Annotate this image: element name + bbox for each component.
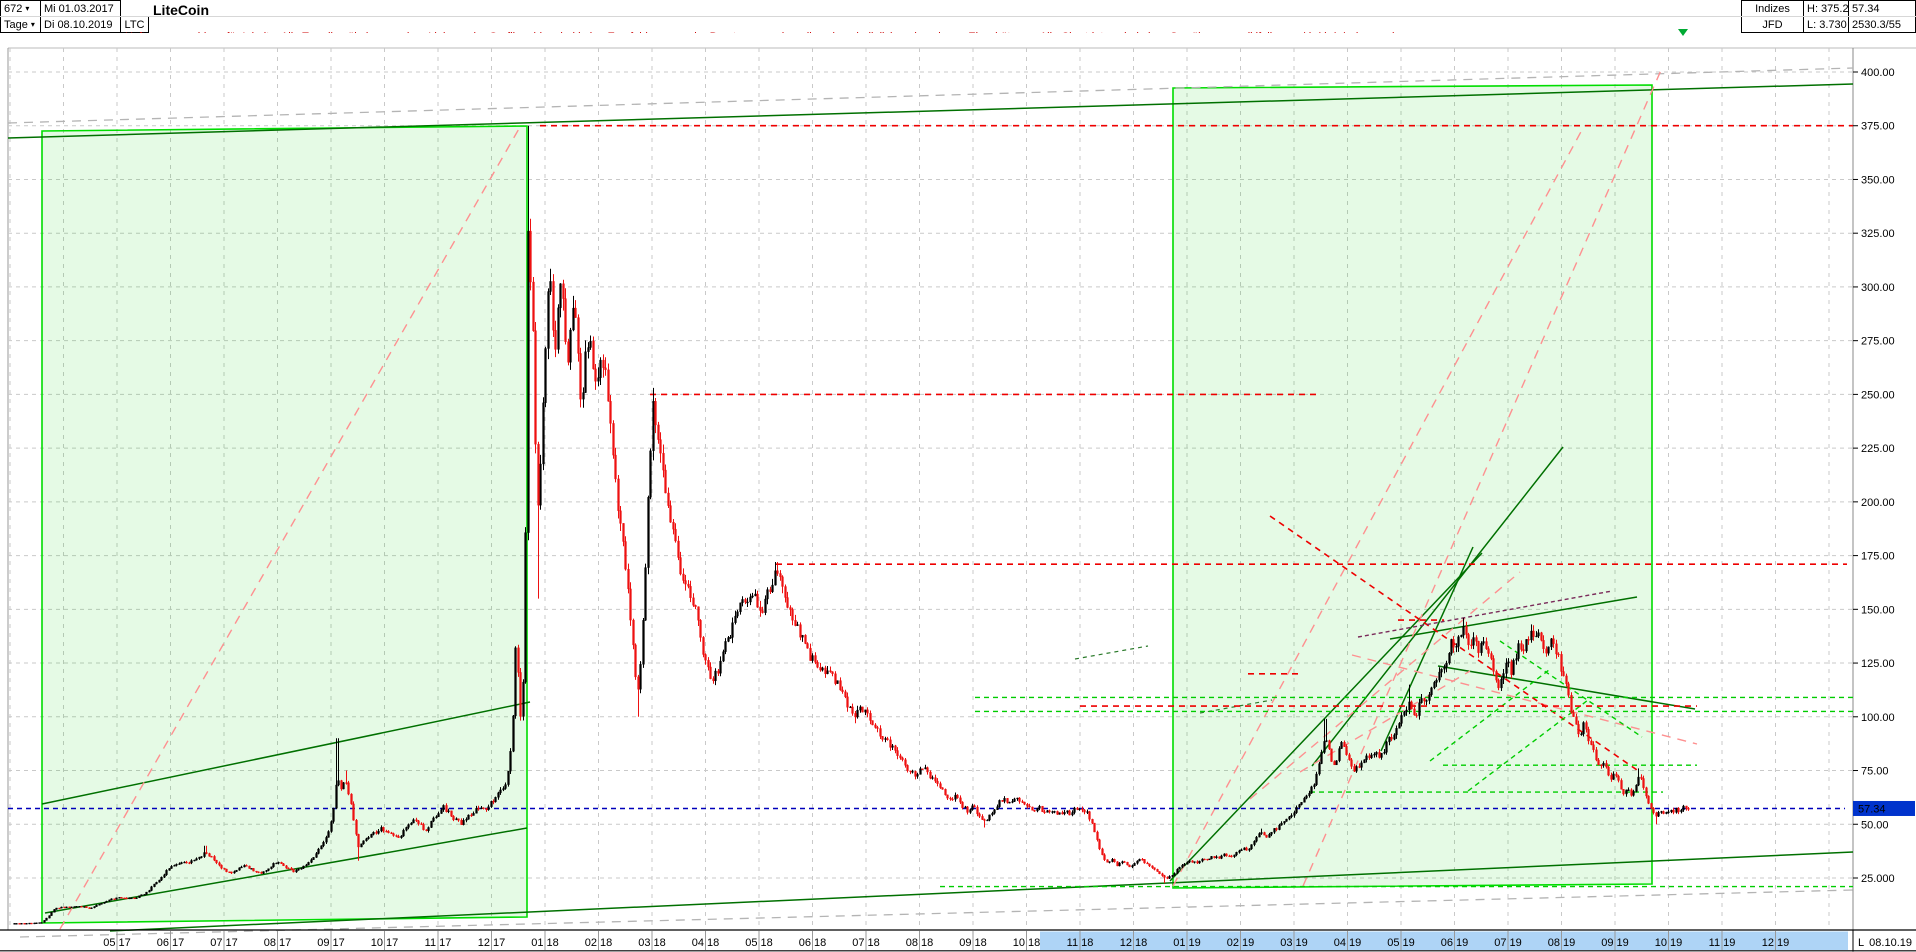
month-label: 04 19 xyxy=(1334,937,1362,949)
salmon_dash-trendline xyxy=(59,126,521,930)
price-axis-label: 250.00 xyxy=(1861,389,1895,401)
dark_green-trendline xyxy=(1437,665,1696,710)
price-axis-label: 225.00 xyxy=(1861,443,1895,455)
month-label: 02 19 xyxy=(1227,937,1255,949)
price-axis-label: 50.00 xyxy=(1861,819,1889,831)
bright_green_dash-trendline xyxy=(1429,669,1550,762)
dark_green-trendline xyxy=(1389,596,1638,640)
month-label: 11 19 xyxy=(1709,937,1736,949)
channel-2019 xyxy=(1172,84,1653,889)
dark_green-trendline xyxy=(41,701,531,805)
current-price-tag xyxy=(1853,800,1915,816)
price-axis-label: 375.00 xyxy=(1861,121,1895,133)
price-axis-label: 25.000 xyxy=(1861,873,1895,885)
month-label: 06 17 xyxy=(157,937,185,949)
month-label: 08 19 xyxy=(1548,937,1576,949)
month-label: 11 17 xyxy=(425,937,452,949)
chart-background xyxy=(0,33,1916,952)
gray_dash-trendline xyxy=(7,67,1854,124)
chevron-down-icon: ▾ xyxy=(30,19,35,29)
month-label: 12 19 xyxy=(1762,937,1790,949)
last-bar-marker-icon xyxy=(1678,29,1688,36)
month-label: 10 19 xyxy=(1655,937,1683,949)
source-cell-1: Indizes xyxy=(1741,0,1804,17)
salmon_dash-trendline xyxy=(1249,571,1521,800)
salmon_dash-trendline xyxy=(1351,654,1698,745)
date-from-cell: Mi 01.03.2017 xyxy=(40,0,121,17)
month-label: 07 18 xyxy=(852,937,880,949)
dark_green-trendline xyxy=(1169,552,1483,882)
gray_dash-trendline xyxy=(19,889,1854,938)
month-label: 02 18 xyxy=(585,937,613,949)
month-label: 11 18 xyxy=(1067,937,1094,949)
month-label: 08 17 xyxy=(264,937,292,949)
bright_green_dash-trendline xyxy=(1499,640,1643,738)
month-label: 05 18 xyxy=(745,937,773,949)
dark_green-trendline xyxy=(1311,446,1564,767)
month-label: 01 19 xyxy=(1173,937,1201,949)
month-label: 10 17 xyxy=(371,937,399,949)
price-axis-label: 200.00 xyxy=(1861,497,1895,509)
salmon_dash-trendline xyxy=(1299,670,1471,773)
timeline-l-label: L xyxy=(1858,937,1864,949)
month-label: 06 18 xyxy=(799,937,827,949)
timeline-highlight-range[interactable] xyxy=(1040,931,1848,951)
purple_dash-trendline xyxy=(1357,590,1613,638)
price-axis-label: 300.00 xyxy=(1861,282,1895,294)
price-axis-label: 125.00 xyxy=(1861,658,1895,670)
price-axis-label: 350.00 xyxy=(1861,174,1895,186)
month-label: 12 18 xyxy=(1120,937,1148,949)
dark_green-trendline xyxy=(109,851,1854,932)
month-label: 07 17 xyxy=(210,937,238,949)
extra-value-cell: 2530.3/55 xyxy=(1848,16,1916,33)
month-label: 05 17 xyxy=(103,937,131,949)
channel-2017 xyxy=(41,125,528,924)
instrument-title: LiteCoin xyxy=(153,2,209,18)
chevron-down-icon: ▾ xyxy=(25,3,30,13)
month-label: 04 18 xyxy=(692,937,720,949)
last-price-cell: 57.34 xyxy=(1848,0,1916,17)
salmon_dash-trendline xyxy=(1302,67,1663,887)
month-label: 08 18 xyxy=(906,937,934,949)
candles-down-bodies xyxy=(18,230,1690,925)
month-label: 09 19 xyxy=(1601,937,1629,949)
price-axis-label: 150.00 xyxy=(1861,604,1895,616)
date-to-value: Di 08.10.2019 xyxy=(44,18,113,31)
price-axis-label: 75.00 xyxy=(1861,766,1889,778)
month-label: 01 18 xyxy=(531,937,559,949)
symbol-value: LTC xyxy=(124,18,145,31)
month-label: 09 18 xyxy=(959,937,987,949)
month-label: 06 19 xyxy=(1441,937,1469,949)
price-axis-label: 325.00 xyxy=(1861,228,1895,240)
month-label: 10 18 xyxy=(1013,937,1041,949)
price-axis-label: 175.00 xyxy=(1861,551,1895,563)
month-label: 07 19 xyxy=(1494,937,1522,949)
month-label: 12 17 xyxy=(478,937,506,949)
price-axis-label: 275.00 xyxy=(1861,336,1895,348)
month-label: 05 19 xyxy=(1387,937,1415,949)
month-label: 03 18 xyxy=(638,937,666,949)
period-dropdown[interactable]: Tage ▾ xyxy=(0,16,41,33)
month-label: 09 17 xyxy=(317,937,345,949)
month-label: 03 19 xyxy=(1280,937,1308,949)
price-axis-label: 100.00 xyxy=(1861,712,1895,724)
period-value: Tage xyxy=(4,18,28,31)
timeline-last-date: 08.10.19 xyxy=(1869,937,1912,949)
date-from-value: Mi 01.03.2017 xyxy=(44,2,114,15)
price-axis-label: 400.00 xyxy=(1861,67,1895,79)
current-price-tag-label: 57.34 xyxy=(1858,803,1886,815)
bars-count-value: 672 xyxy=(4,2,23,15)
dark_green-trendline xyxy=(7,83,1854,139)
